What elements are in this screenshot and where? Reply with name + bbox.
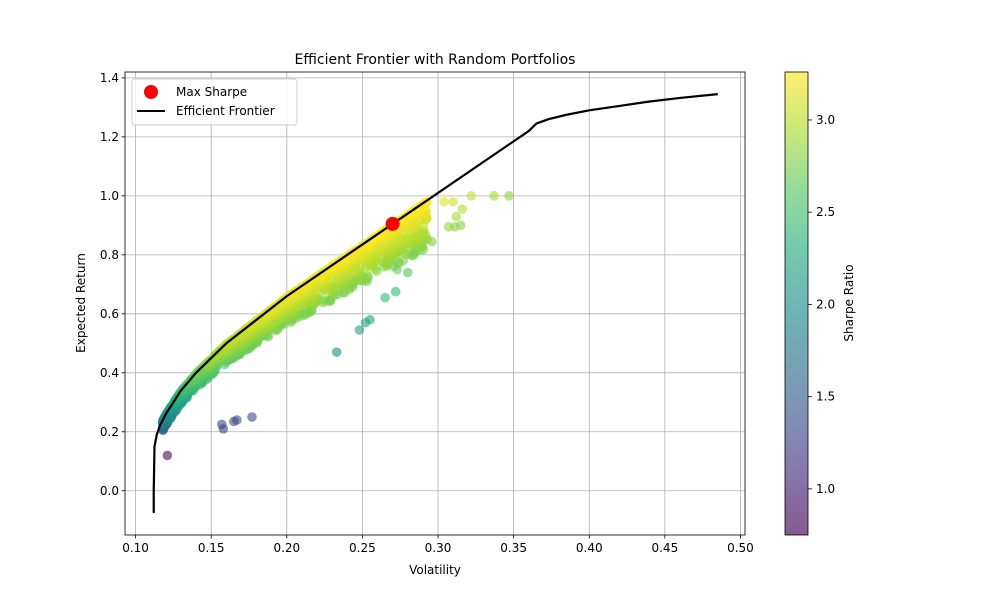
y-axis-label: Expected Return bbox=[74, 253, 88, 353]
portfolio-point bbox=[443, 222, 454, 232]
x-tick-label: 0.45 bbox=[651, 541, 678, 555]
y-axis-ticks: 0.0 0.2 0.4 0.6 0.8 1.0 1.2 1.4 bbox=[100, 71, 125, 498]
colorbar-tick-label: 2.5 bbox=[816, 205, 835, 219]
legend-frontier-label: Efficient Frontier bbox=[176, 104, 275, 118]
portfolio-point bbox=[390, 286, 401, 297]
x-tick-label: 0.25 bbox=[349, 541, 376, 555]
colorbar-tick-label: 3.0 bbox=[816, 113, 835, 127]
y-tick-label: 0.8 bbox=[100, 248, 119, 262]
portfolio-point bbox=[466, 191, 477, 201]
colorbar-ticks: 1.0 1.5 2.0 2.5 3.0 bbox=[808, 113, 835, 496]
portfolio-point bbox=[439, 196, 449, 207]
colorbar-tick-label: 1.5 bbox=[816, 390, 835, 404]
portfolio-point bbox=[402, 267, 413, 278]
x-tick-label: 0.35 bbox=[500, 541, 527, 555]
portfolio-point bbox=[380, 292, 390, 303]
x-tick-label: 0.50 bbox=[727, 541, 754, 555]
legend-max-sharpe-label: Max Sharpe bbox=[176, 85, 247, 99]
portfolio-point bbox=[451, 211, 461, 222]
max-sharpe-layer bbox=[385, 216, 400, 231]
y-tick-label: 0.4 bbox=[100, 366, 119, 380]
portfolio-point bbox=[247, 412, 257, 422]
portfolio-point bbox=[448, 196, 458, 207]
x-axis-ticks: 0.10 0.15 0.20 0.25 0.30 0.35 0.40 0.45 0.50 bbox=[122, 535, 754, 555]
y-tick-label: 1.2 bbox=[100, 130, 119, 144]
colorbar-tick-label: 1.0 bbox=[816, 482, 835, 496]
chart-title: Efficient Frontier with Random Portfolio… bbox=[295, 52, 576, 68]
colorbar-label: Sharpe Ratio bbox=[842, 264, 856, 341]
portfolio-point bbox=[162, 450, 173, 461]
max-sharpe-point bbox=[385, 216, 400, 231]
colorbar-gradient bbox=[784, 71, 809, 536]
legend-box bbox=[131, 78, 298, 126]
efficient-frontier-line bbox=[152, 93, 718, 513]
x-tick-label: 0.40 bbox=[576, 541, 603, 555]
y-tick-label: 1.0 bbox=[100, 189, 119, 203]
portfolio-point bbox=[216, 419, 227, 430]
x-tick-label: 0.10 bbox=[122, 541, 149, 555]
portfolio-point bbox=[331, 347, 342, 357]
x-tick-label: 0.15 bbox=[198, 541, 225, 555]
y-tick-label: 0.0 bbox=[100, 484, 119, 498]
portfolio-point bbox=[457, 204, 468, 214]
portfolio-point bbox=[232, 415, 242, 425]
plot-frame bbox=[124, 71, 746, 536]
portfolio-point bbox=[489, 191, 499, 201]
y-tick-label: 1.4 bbox=[100, 71, 119, 85]
colorbar-tick-label: 2.0 bbox=[816, 297, 835, 311]
portfolio-point bbox=[504, 191, 514, 201]
legend: Max Sharpe Efficient Frontier bbox=[131, 78, 298, 126]
portfolio-point bbox=[365, 314, 375, 325]
grid-lines bbox=[125, 72, 745, 535]
portfolio-point bbox=[354, 325, 365, 335]
colorbar: 1.0 1.5 2.0 2.5 3.0 Sharpe Ratio bbox=[784, 71, 856, 536]
y-tick-label: 0.2 bbox=[100, 425, 119, 439]
efficient-frontier-layer bbox=[152, 93, 718, 513]
y-tick-label: 0.6 bbox=[100, 307, 119, 321]
x-tick-label: 0.30 bbox=[425, 541, 452, 555]
x-tick-label: 0.20 bbox=[273, 541, 300, 555]
legend-max-sharpe-marker bbox=[144, 85, 158, 99]
x-axis-label: Volatility bbox=[409, 563, 461, 577]
